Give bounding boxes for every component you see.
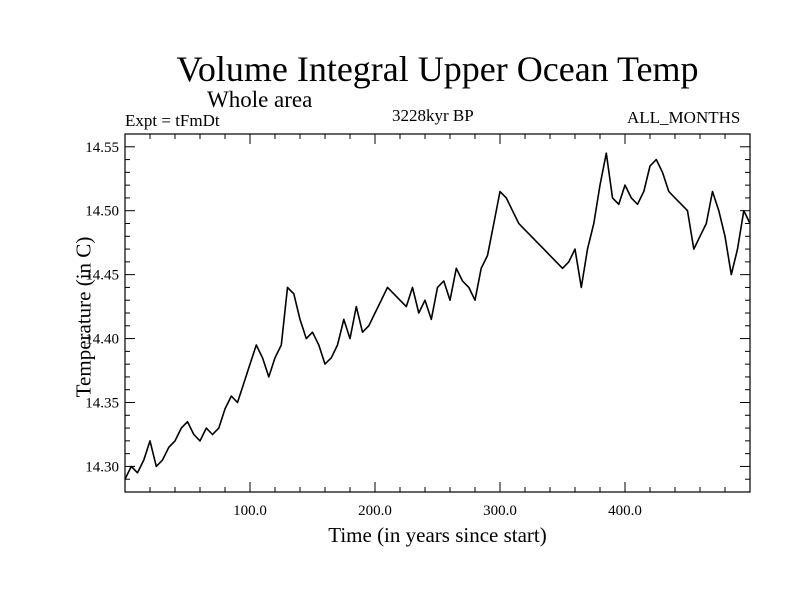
y-tick-label: 14.40 <box>85 332 119 348</box>
chart-subtitle: Whole area <box>207 87 313 112</box>
y-tick-label: 14.55 <box>85 140 119 156</box>
y-tick-label: 14.45 <box>85 268 119 284</box>
y-tick-label: 14.30 <box>85 459 119 475</box>
y-tick-label: 14.35 <box>85 396 119 412</box>
x-tick-label: 100.0 <box>233 503 267 519</box>
plot-frame <box>124 133 751 493</box>
experiment-label: Expt = tFmDt <box>125 111 220 130</box>
period-label: 3228kyr BP <box>392 106 474 125</box>
x-tick-label: 400.0 <box>608 503 642 519</box>
axis-ticks <box>125 134 750 492</box>
x-tick-label: 300.0 <box>483 503 517 519</box>
chart-title: Volume Integral Upper Ocean Temp <box>176 49 699 89</box>
x-tick-label: 200.0 <box>358 503 392 519</box>
months-label: ALL_MONTHS <box>627 108 741 127</box>
y-tick-label: 14.50 <box>85 204 119 220</box>
tick-labels: 100.0 200.0 300.0 400.0 14.30 14.35 14.40 14.45… <box>85 140 642 519</box>
y-axis-label: Temperature (in C) <box>71 236 96 398</box>
x-axis-label: Time (in years since start) <box>328 523 547 547</box>
series-line <box>124 152 751 480</box>
